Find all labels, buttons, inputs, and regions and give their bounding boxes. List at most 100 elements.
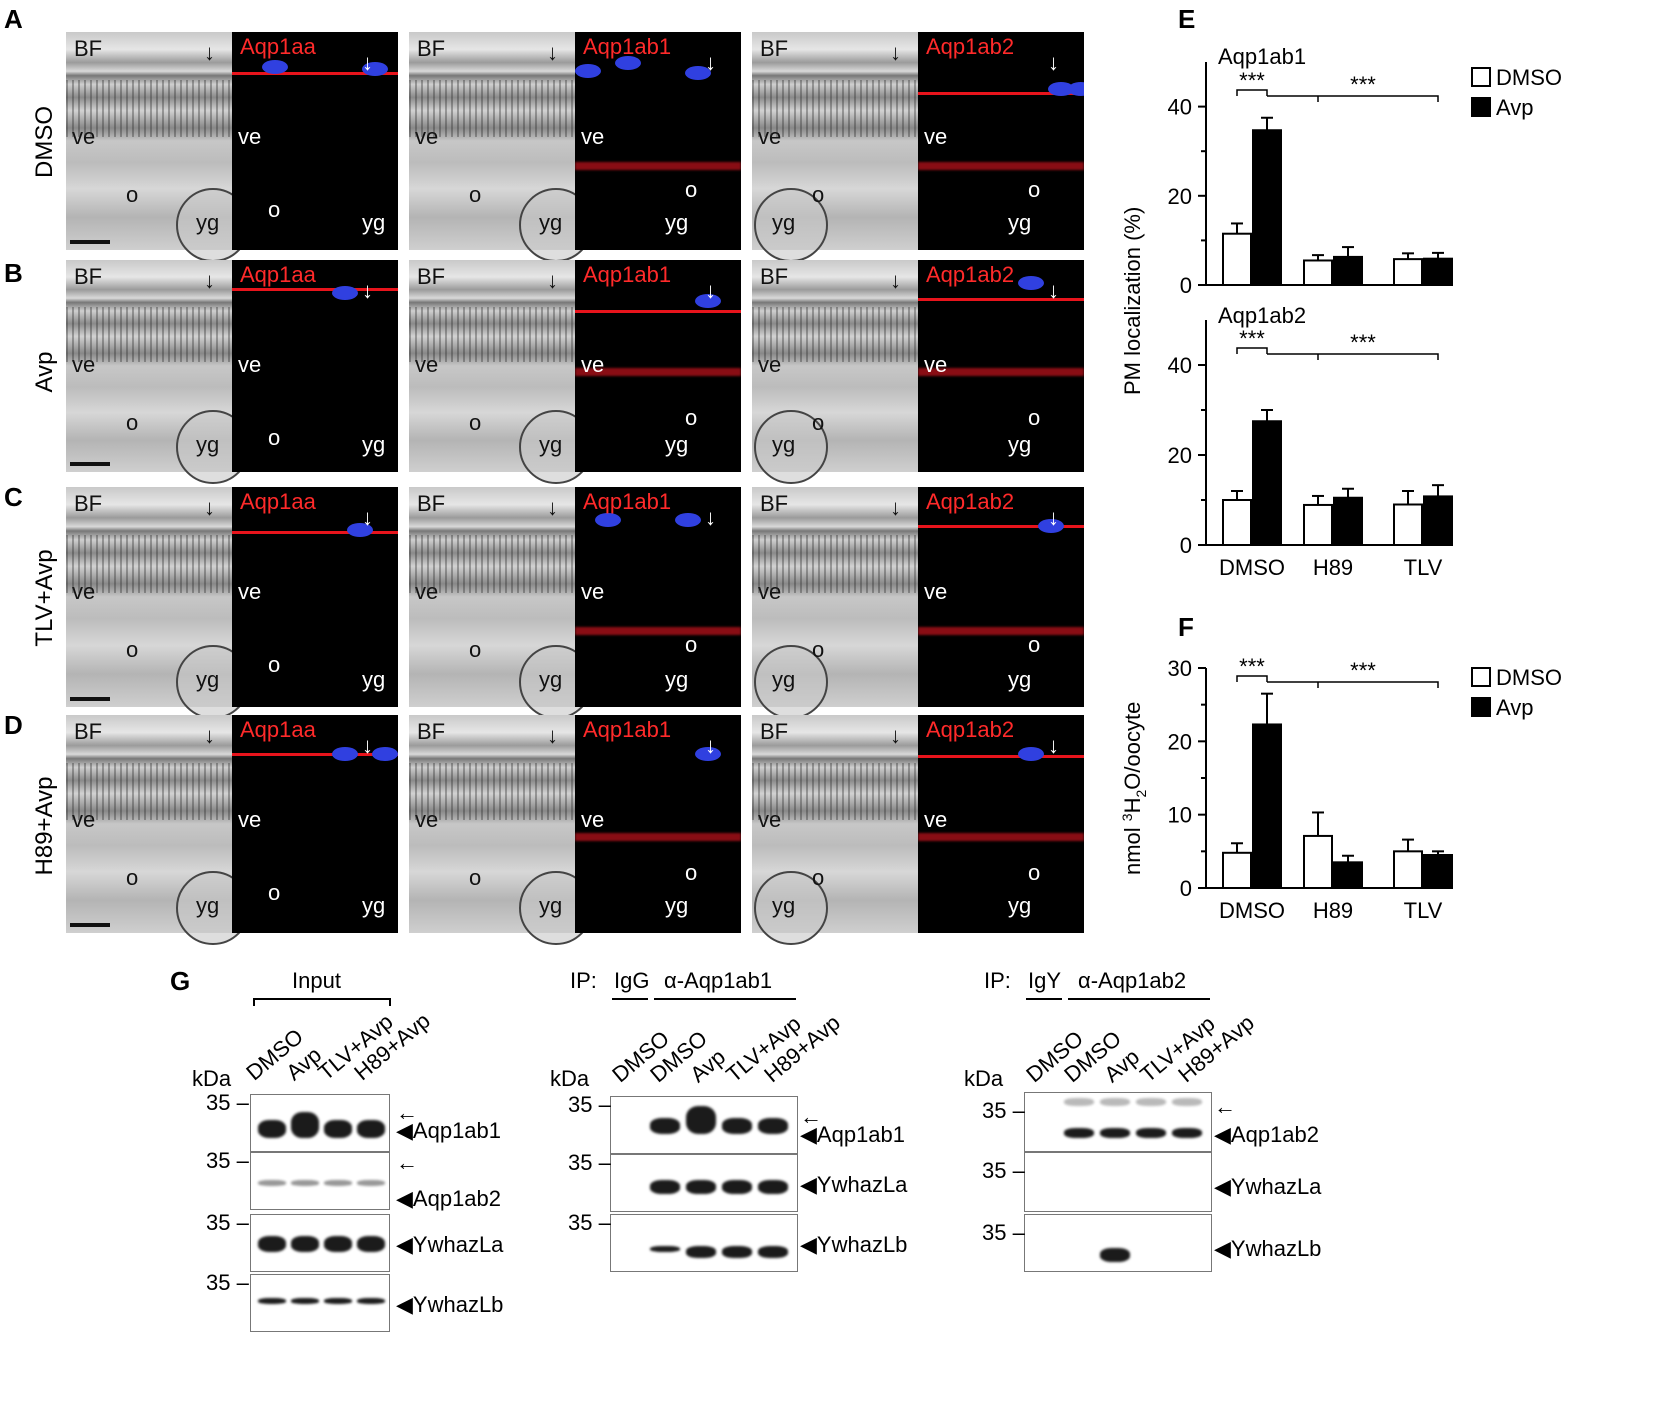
bf-label: BF	[760, 719, 789, 744]
marker-35: 35 –	[206, 1090, 249, 1115]
brightfield-image: BF ve o yg ↓	[409, 260, 593, 484]
arrow-icon: ↓	[705, 505, 716, 530]
sig-label-2: ***	[1350, 72, 1376, 97]
bf-label: BF	[74, 264, 103, 289]
y-tick-label: 40	[1168, 95, 1192, 120]
bf-tag-o: o	[812, 410, 825, 435]
bf-tag-o: o	[126, 865, 139, 890]
channel-label: Aqp1ab1	[583, 489, 672, 514]
arrow-icon: ↓	[547, 268, 558, 293]
sig-bracket-2	[1267, 95, 1439, 102]
protein-label-ip2-2: ◀YwhazLb	[1214, 1236, 1322, 1261]
arrow-icon: ↓	[547, 40, 558, 65]
fluorescence-image: Aqp1aa ve o yg ↓	[232, 260, 398, 472]
fl-tag-ve: ve	[924, 124, 948, 149]
fl-tag-yg: yg	[1008, 667, 1032, 692]
bf-tag-ve: ve	[415, 124, 439, 149]
band	[291, 1298, 319, 1304]
band	[291, 1112, 319, 1138]
brightfield-image: BF ve o yg ↓	[66, 32, 250, 262]
bar-dmso-h89	[1303, 503, 1333, 547]
blot-ip2-0	[1024, 1092, 1212, 1152]
bf-tag-yg: yg	[196, 210, 220, 235]
brightfield-image: BF ve o yg ↓	[66, 487, 250, 719]
channel-label: Aqp1ab1	[583, 34, 672, 59]
micrograph-pair-tlv-avp-aqp1ab2: BF ve o yg ↓ Aqp1ab2 ve o yg ↓	[752, 487, 1084, 719]
y-tick-label: 20	[1168, 443, 1192, 468]
brightfield-image: BF ve o yg ↓	[752, 260, 918, 484]
arrow-icon: ←	[1214, 1094, 1236, 1119]
chart-f-water-uptake: 0 10 20 30 DMSO H89 TLV *** ***	[1168, 654, 1453, 923]
bf-tag-ve: ve	[415, 807, 439, 832]
blot-ip2-1	[1024, 1152, 1212, 1212]
input-header: Input	[292, 968, 341, 993]
bf-tag-o: o	[469, 865, 482, 890]
arrow-icon: ↓	[362, 50, 373, 75]
x-tick-label: H89	[1313, 555, 1353, 580]
band	[357, 1180, 385, 1186]
x-tick-label: DMSO	[1219, 898, 1285, 923]
fl-tag-o: o	[685, 405, 698, 430]
brightfield-image: BF ve o yg ↓	[66, 715, 250, 945]
bar-dmso-h89	[1303, 259, 1333, 287]
bar-dmso-h89	[1303, 834, 1333, 890]
bf-label: BF	[417, 264, 446, 289]
band	[686, 1246, 716, 1258]
micrograph-pair-dmso-aqp1ab2: BF ve o yg ↓ Aqp1ab2 ve o yg ↓	[752, 32, 1084, 262]
band	[291, 1236, 319, 1252]
arrow-icon: ↓	[705, 278, 716, 303]
bf-tag-o: o	[469, 410, 482, 435]
arrow-icon: ↓	[362, 733, 373, 758]
legend-e-avp-swatch	[1471, 97, 1491, 117]
legend-f-avp: Avp	[1496, 695, 1534, 720]
arrow-icon: ↓	[362, 278, 373, 303]
arrow-icon: ←	[800, 1104, 822, 1129]
arrow-icon: ↓	[547, 495, 558, 520]
y-tick-label: 40	[1168, 353, 1192, 378]
fl-tag-yg: yg	[665, 893, 689, 918]
fluorescence-image: Aqp1ab2 ve o yg ↓	[918, 32, 1084, 250]
bf-tag-yg: yg	[772, 210, 796, 235]
ip2-igy: IgY	[1028, 968, 1062, 993]
panel-label-e: E	[1178, 4, 1196, 34]
channel-label: Aqp1ab2	[926, 717, 1015, 742]
channel-label: Aqp1aa	[240, 34, 316, 59]
arrow-icon: ↓	[1048, 505, 1059, 530]
fluorescence-image: Aqp1ab2 ve o yg ↓	[918, 715, 1084, 933]
bf-tag-yg: yg	[539, 432, 563, 457]
channel-label: Aqp1aa	[240, 489, 316, 514]
legend-e-avp: Avp	[1496, 95, 1534, 120]
fl-tag-o: o	[268, 197, 281, 222]
bf-tag-ve: ve	[72, 124, 96, 149]
fl-tag-ve: ve	[924, 352, 948, 377]
bf-tag-o: o	[126, 637, 139, 662]
arrow-icon: ↓	[204, 495, 215, 520]
bar-avp-tlv	[1423, 257, 1453, 287]
blot-ip1-2	[610, 1214, 798, 1272]
fl-tag-yg: yg	[362, 432, 386, 457]
bar-charts: 0 20 40 *** *** 0 20 40 DMSO H89 TLV *** *** 0 10 20 3…	[1119, 44, 1562, 923]
arrow-icon: ↓	[705, 733, 716, 758]
protein-label-input-0: ◀Aqp1ab1	[396, 1118, 502, 1143]
bf-tag-o: o	[126, 182, 139, 207]
protein-label-ip1-1: ◀YwhazLa	[800, 1172, 908, 1197]
arrow-icon: ↓	[890, 495, 901, 520]
marker-35: 35 –	[568, 1150, 611, 1175]
marker-35: 35 –	[568, 1210, 611, 1235]
band	[1136, 1128, 1166, 1138]
chart-e-aqp1ab1: 0 20 40 *** ***	[1168, 62, 1453, 298]
sig-bracket-2	[1267, 353, 1439, 360]
bf-tag-yg: yg	[539, 210, 563, 235]
band	[722, 1246, 752, 1258]
bf-tag-yg: yg	[539, 893, 563, 918]
bf-tag-yg: yg	[539, 667, 563, 692]
bf-tag-yg: yg	[196, 667, 220, 692]
fl-tag-yg: yg	[362, 210, 386, 235]
kda-label-input: kDa	[192, 1066, 232, 1091]
band	[758, 1180, 788, 1194]
fl-tag-ve: ve	[581, 807, 605, 832]
bf-tag-ve: ve	[758, 124, 782, 149]
fl-tag-ve: ve	[924, 807, 948, 832]
fl-tag-yg: yg	[362, 893, 386, 918]
bar-avp-dmso	[1252, 129, 1282, 286]
